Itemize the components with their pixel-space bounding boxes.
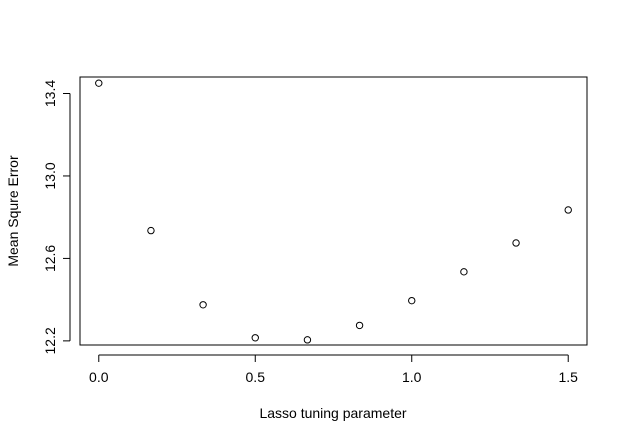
data-point [512, 239, 520, 247]
data-point [355, 321, 364, 330]
y-tick-label: 12.2 [42, 327, 58, 354]
x-tick-label: 1.0 [402, 369, 422, 385]
x-axis-label: Lasso tuning parameter [259, 405, 406, 421]
y-tick-label: 12.6 [42, 245, 58, 272]
y-axis-label: Mean Squre Error [5, 155, 21, 267]
data-point [95, 79, 103, 87]
x-axis: 0.0 0.5 1.0 1.5 [89, 354, 578, 385]
y-tick-label: 13.0 [42, 162, 58, 189]
data-point [564, 206, 572, 214]
y-tick-label: 13.4 [42, 80, 58, 107]
y-axis: 12.2 12.6 13.0 13.4 [42, 80, 71, 355]
data-point [408, 296, 416, 305]
data-point [303, 336, 312, 344]
data-point [251, 334, 259, 342]
data-points [95, 79, 572, 344]
plot-box [79, 76, 588, 346]
x-tick-label: 0.5 [246, 369, 266, 385]
data-point [199, 301, 207, 309]
data-point [460, 268, 468, 276]
x-tick-label: 1.5 [558, 369, 578, 385]
x-tick-label: 0.0 [89, 369, 109, 385]
data-point [147, 226, 155, 235]
